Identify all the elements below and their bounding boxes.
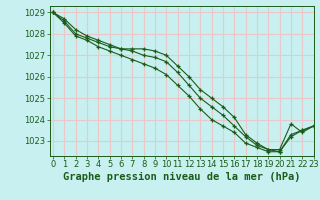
X-axis label: Graphe pression niveau de la mer (hPa): Graphe pression niveau de la mer (hPa) [63,172,300,182]
